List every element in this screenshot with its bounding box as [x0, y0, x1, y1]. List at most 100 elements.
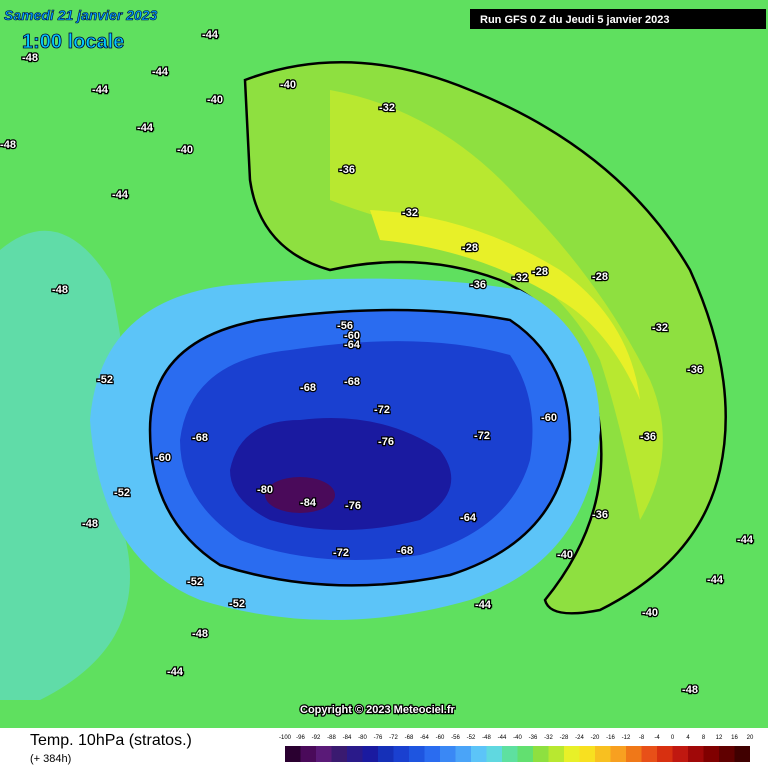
contour-label: -48	[0, 139, 16, 151]
legend-tick: -20	[591, 735, 600, 741]
legend-swatch	[688, 746, 704, 762]
legend-tick: -4	[654, 735, 660, 741]
run: Run GFS 0 Z du Jeudi 5 janvier 2023	[480, 14, 670, 26]
contour-label: -44	[152, 66, 169, 78]
contour-label: -80	[257, 484, 273, 496]
warm-peak	[370, 210, 640, 400]
time: 1:00 locale	[22, 31, 124, 53]
contour-label: -40	[280, 79, 296, 91]
contour-label: -48	[192, 628, 208, 640]
contour-label: -72	[333, 547, 349, 559]
legend-swatch	[672, 746, 688, 762]
legend-swatch	[548, 746, 564, 762]
legend-tick: -80	[358, 735, 367, 741]
contour-label: -32	[652, 322, 668, 334]
contour-label: -32	[379, 102, 395, 114]
contour-label: -72	[374, 404, 390, 416]
legend-swatch	[657, 746, 673, 762]
contour-label: -40	[177, 144, 193, 156]
contour-label: -44	[137, 122, 154, 134]
contour-label: -32	[402, 207, 418, 219]
legend-swatch	[595, 746, 611, 762]
contour-label: -36	[640, 431, 656, 443]
legend-tick: -36	[529, 735, 538, 741]
contour-label: -60	[155, 452, 171, 464]
contour-label: -44	[112, 189, 129, 201]
legend-swatch	[455, 746, 471, 762]
legend-swatch	[362, 746, 378, 762]
contour-label: -48	[682, 684, 698, 696]
contour-label: -68	[192, 432, 208, 444]
contour-label: -68	[300, 382, 316, 394]
footer-lead: (+ 384h)	[30, 753, 71, 765]
legend-swatch	[347, 746, 363, 762]
legend-tick: -24	[575, 735, 584, 741]
contour-label: -36	[592, 509, 608, 521]
legend-swatch	[378, 746, 394, 762]
date: Samedi 21 janvier 2023	[4, 7, 158, 23]
contour-label: -40	[557, 549, 573, 561]
contour-label: -28	[592, 271, 608, 283]
legend-tick: -8	[639, 735, 645, 741]
contour-label: -72	[474, 430, 490, 442]
legend-tick: 20	[747, 735, 754, 741]
legend-swatch	[300, 746, 316, 762]
legend-swatch	[409, 746, 425, 762]
copyright: Copyright © 2023 Meteociel.fr	[300, 704, 456, 716]
legend-swatch	[533, 746, 549, 762]
legend-tick: -28	[560, 735, 569, 741]
legend-swatch	[626, 746, 642, 762]
contour-label: -56	[337, 320, 353, 332]
contour-label: -68	[397, 545, 413, 557]
legend-swatch	[719, 746, 735, 762]
legend-swatch	[393, 746, 409, 762]
contour-label: -36	[339, 164, 355, 176]
contour-label: -64	[344, 339, 361, 351]
legend-swatch	[641, 746, 657, 762]
contour-label: -60	[541, 412, 557, 424]
cold-zone	[0, 230, 130, 700]
contour-label: -84	[300, 497, 317, 509]
contour-label: -52	[229, 598, 245, 610]
legend-tick: 12	[716, 735, 723, 741]
contour-label: -48	[52, 284, 68, 296]
warm-core	[330, 90, 663, 520]
legend-swatch	[486, 746, 502, 762]
contour-label: -28	[462, 242, 478, 254]
legend-tick: -32	[544, 735, 553, 741]
contour-label: -36	[470, 279, 486, 291]
contour-label: -60	[344, 330, 360, 342]
legend-tick: -84	[343, 735, 352, 741]
contour-label: -48	[82, 518, 98, 530]
legend-swatch	[440, 746, 456, 762]
legend-swatch	[316, 746, 332, 762]
contour-label: -52	[187, 576, 203, 588]
contour-label: -52	[97, 374, 113, 386]
legend-swatch	[502, 746, 518, 762]
contour-label: -64	[460, 512, 477, 524]
vortex-center	[265, 477, 335, 513]
contour-label: -48	[22, 52, 38, 64]
legend-tick: -56	[451, 735, 460, 741]
legend-tick: -48	[482, 735, 491, 741]
legend-tick: -76	[374, 735, 383, 741]
legend-swatch	[424, 746, 440, 762]
legend-tick: -96	[296, 735, 305, 741]
legend-swatch	[610, 746, 626, 762]
legend-tick: 4	[686, 735, 690, 741]
legend-tick: -52	[467, 735, 476, 741]
legend-tick: -12	[622, 735, 631, 741]
legend-tick: -64	[420, 735, 429, 741]
legend-swatch	[285, 746, 301, 762]
contour-label: -44	[92, 84, 109, 96]
legend-swatch	[517, 746, 533, 762]
legend-tick: -88	[327, 735, 336, 741]
legend-swatch	[564, 746, 580, 762]
contour-label: -40	[207, 94, 223, 106]
contour-label: -32	[512, 272, 528, 284]
legend-tick: -44	[498, 735, 507, 741]
contour-label: -44	[167, 666, 184, 678]
legend-tick: -72	[389, 735, 398, 741]
contour-label: -28	[532, 266, 548, 278]
